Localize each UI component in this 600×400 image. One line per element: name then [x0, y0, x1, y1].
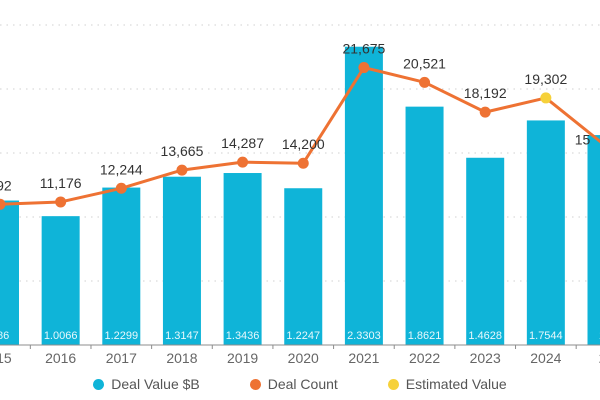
deal-count-line — [0, 62, 600, 210]
legend-label: Deal Count — [267, 376, 338, 392]
estimated-value-swatch-icon — [387, 378, 399, 390]
x-tick-label: 20 — [599, 350, 600, 366]
x-tick-label: 2016 — [45, 350, 76, 366]
bar — [41, 216, 80, 345]
bar — [587, 135, 600, 345]
x-tick-label: 2022 — [409, 350, 440, 366]
deal-count-point — [297, 157, 309, 169]
x-axis: 015 2016 2017 2018 2019 2020 2021 2022 2023 2024 2… — [0, 344, 600, 366]
deal-count-label: 20,521 — [403, 55, 446, 71]
deal-count-label: 12,244 — [100, 161, 143, 177]
deal-count-label: 14,287 — [221, 135, 264, 151]
bar-value-label: 1.0066 — [44, 330, 78, 342]
deal-count-label: 18,192 — [464, 85, 507, 101]
bar — [102, 187, 141, 345]
deal-count-point — [237, 156, 249, 168]
bar — [284, 188, 323, 345]
bar-value-label: 1.7544 — [529, 330, 563, 342]
bar-value-label: 1.4628 — [468, 330, 502, 342]
x-tick-label: 2023 — [470, 350, 501, 366]
x-tick-label: 2021 — [348, 350, 379, 366]
bar-value-label: 1.2299 — [104, 330, 138, 342]
deal-count-point — [419, 76, 431, 88]
bar-value-label: 2.3303 — [347, 330, 381, 342]
legend-label: Estimated Value — [405, 376, 507, 392]
legend: Deal Value $B Deal Count Estimated Value — [0, 374, 600, 394]
bar — [162, 176, 201, 345]
deal-count-label: 14,200 — [282, 136, 325, 152]
x-tick-label: 2024 — [530, 350, 561, 366]
deal-count-point — [115, 182, 127, 194]
legend-item-deal-value[interactable]: Deal Value $B — [93, 374, 200, 394]
bar — [223, 173, 262, 345]
legend-item-estimated-value[interactable]: Estimated Value — [387, 374, 507, 394]
deal-count-label: 21,675 — [342, 41, 385, 57]
point-labels: 992 11,176 12,244 13,665 14,287 14,200 21,675 2… — [0, 41, 590, 194]
legend-item-deal-count[interactable]: Deal Count — [249, 374, 338, 394]
deal-count-point — [479, 106, 491, 118]
bar-value-label: 1.2247 — [286, 330, 320, 342]
x-tick-label: 2018 — [166, 350, 197, 366]
estimated-point — [540, 92, 552, 104]
bar — [344, 46, 383, 346]
x-tick-label: 015 — [0, 350, 12, 366]
bar-value-label: 1.3147 — [165, 330, 199, 342]
deal-count-label: 13,665 — [161, 143, 204, 159]
bar — [405, 106, 444, 345]
deal-count-swatch-icon — [249, 378, 261, 390]
x-tick-label: 2019 — [227, 350, 258, 366]
bar — [0, 200, 19, 345]
x-tick-label: 2017 — [106, 350, 137, 366]
bar-value-label: 1.3436 — [226, 330, 260, 342]
deal-value-bars: 286 1.0066 1.2299 1.3147 1.3436 1.2247 2.3303 1… — [0, 46, 600, 346]
bar-value-label: 1.6 — [599, 330, 600, 342]
deal-count-label: 15 — [575, 132, 591, 148]
deal-count-label: 11,176 — [40, 175, 82, 191]
deal-value-swatch-icon — [93, 378, 105, 390]
deal-count-point — [176, 164, 188, 176]
x-tick-label: 2020 — [288, 350, 319, 366]
deal-count-point — [0, 198, 6, 210]
deal-count-label: 19,302 — [524, 71, 567, 87]
deal-count-point — [55, 196, 67, 208]
deal-count-label: 992 — [0, 177, 12, 193]
legend-label: Deal Value $B — [111, 376, 200, 392]
deal-count-point — [358, 62, 370, 74]
bar-value-label: 1.8621 — [408, 330, 442, 342]
bar — [466, 157, 505, 345]
bar-value-label: 286 — [0, 330, 9, 342]
bar — [526, 120, 565, 345]
